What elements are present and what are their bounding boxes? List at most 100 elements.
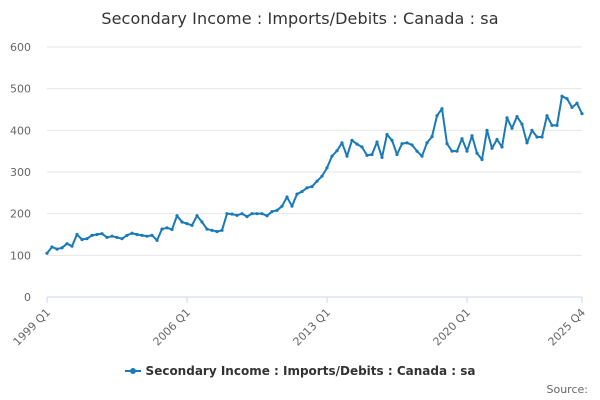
series-layer[interactable] [45, 94, 584, 255]
data-point[interactable] [560, 94, 564, 98]
data-point[interactable] [145, 234, 149, 238]
data-point[interactable] [155, 238, 159, 242]
data-point[interactable] [55, 247, 59, 251]
data-point[interactable] [175, 214, 179, 218]
data-point[interactable] [270, 209, 274, 214]
data-point[interactable] [305, 186, 309, 190]
data-point[interactable] [485, 128, 489, 132]
data-point[interactable] [130, 231, 134, 235]
data-point[interactable] [565, 97, 569, 101]
data-point[interactable] [195, 214, 199, 218]
data-point[interactable] [290, 204, 294, 208]
data-point[interactable] [280, 204, 284, 208]
data-point[interactable] [45, 251, 49, 255]
data-point[interactable] [350, 138, 354, 142]
data-point[interactable] [240, 212, 244, 216]
data-point[interactable] [505, 116, 509, 120]
data-point[interactable] [520, 122, 524, 126]
data-point[interactable] [235, 213, 239, 217]
data-point[interactable] [230, 212, 234, 216]
legend[interactable]: Secondary Income : Imports/Debits : Cana… [0, 364, 600, 379]
data-point[interactable] [90, 233, 94, 237]
data-point[interactable] [400, 142, 404, 146]
data-point[interactable] [570, 105, 574, 110]
data-point[interactable] [100, 232, 104, 236]
data-point[interactable] [495, 137, 499, 142]
data-point[interactable] [105, 235, 109, 240]
data-point[interactable] [210, 228, 214, 232]
data-point[interactable] [60, 246, 64, 250]
data-point[interactable] [440, 107, 444, 111]
data-point[interactable] [140, 233, 144, 237]
data-point[interactable] [375, 140, 379, 144]
data-point[interactable] [215, 229, 219, 234]
data-point[interactable] [460, 137, 464, 141]
data-point[interactable] [115, 235, 119, 240]
data-point[interactable] [300, 189, 304, 194]
data-point[interactable] [180, 220, 184, 224]
data-point[interactable] [370, 152, 374, 157]
data-point[interactable] [250, 212, 254, 216]
data-point[interactable] [310, 184, 314, 189]
data-point[interactable] [530, 128, 534, 132]
data-point[interactable] [545, 114, 549, 118]
data-point[interactable] [405, 141, 409, 145]
data-point[interactable] [160, 227, 164, 231]
data-point[interactable] [555, 123, 559, 127]
data-point[interactable] [510, 126, 514, 130]
data-point[interactable] [345, 154, 349, 158]
data-point[interactable] [125, 233, 129, 237]
data-point[interactable] [500, 145, 504, 149]
data-point[interactable] [445, 142, 449, 146]
data-point[interactable] [85, 237, 89, 241]
data-point[interactable] [165, 226, 169, 230]
data-point[interactable] [220, 228, 224, 232]
data-point[interactable] [190, 223, 194, 227]
data-point[interactable] [260, 212, 264, 216]
data-point[interactable] [515, 114, 519, 119]
data-point[interactable] [390, 138, 394, 142]
data-point[interactable] [380, 155, 384, 160]
data-point[interactable] [475, 151, 479, 155]
data-point[interactable] [410, 143, 414, 147]
data-point[interactable] [465, 149, 469, 153]
data-point[interactable] [535, 135, 539, 139]
data-point[interactable] [480, 157, 484, 162]
data-point[interactable] [385, 132, 389, 137]
data-point[interactable] [295, 192, 299, 196]
data-point[interactable] [330, 154, 334, 158]
data-point[interactable] [455, 149, 459, 153]
data-point[interactable] [95, 232, 99, 237]
data-point[interactable] [490, 146, 494, 150]
data-point[interactable] [575, 101, 579, 105]
data-point[interactable] [315, 179, 319, 183]
data-point[interactable] [415, 149, 419, 153]
data-point[interactable] [135, 232, 139, 237]
data-point[interactable] [580, 112, 584, 116]
data-point[interactable] [395, 152, 399, 157]
data-point[interactable] [420, 154, 424, 158]
data-point[interactable] [430, 134, 434, 139]
data-point[interactable] [75, 232, 79, 237]
data-point[interactable] [65, 242, 69, 246]
data-point[interactable] [285, 195, 289, 199]
data-point[interactable] [435, 114, 439, 118]
data-point[interactable] [80, 237, 84, 242]
data-point[interactable] [255, 212, 259, 216]
data-point[interactable] [320, 174, 324, 178]
data-point[interactable] [225, 212, 229, 216]
data-point[interactable] [245, 214, 249, 219]
data-point[interactable] [355, 142, 359, 146]
data-point[interactable] [360, 145, 364, 149]
data-point[interactable] [340, 141, 344, 145]
data-point[interactable] [275, 208, 279, 212]
data-point[interactable] [50, 245, 54, 249]
data-point[interactable] [335, 149, 339, 153]
data-point[interactable] [70, 244, 74, 248]
data-point[interactable] [200, 220, 204, 224]
data-point[interactable] [525, 141, 529, 145]
data-point[interactable] [120, 237, 124, 241]
data-point[interactable] [325, 166, 329, 170]
data-point[interactable] [425, 141, 429, 145]
data-point[interactable] [110, 234, 114, 238]
